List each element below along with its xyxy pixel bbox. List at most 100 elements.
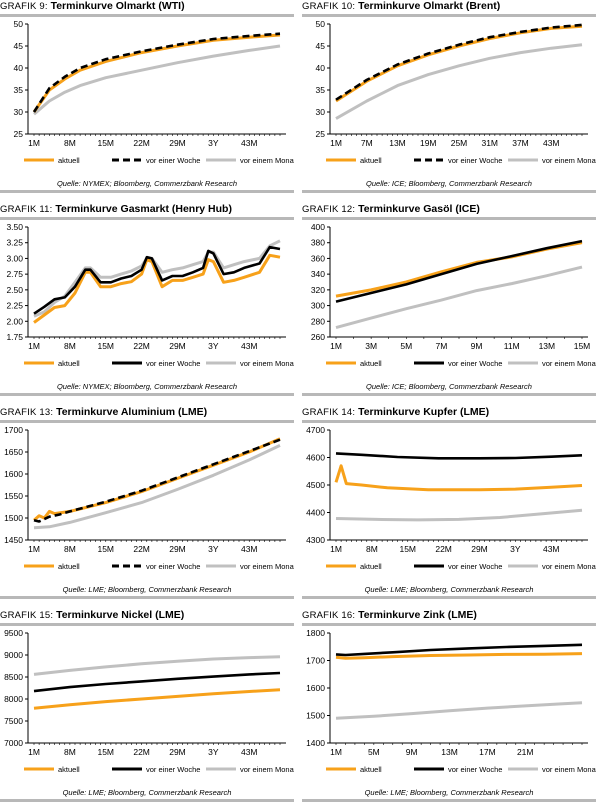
y-tick-label: 3.25: [6, 238, 23, 248]
y-tick-label: 45: [316, 41, 326, 51]
y-tick-label: 340: [311, 269, 325, 279]
chart-panel: GRAFIK 13: Terminkurve Aluminium (LME) 14…: [0, 406, 298, 608]
legend-label: aktuell: [58, 765, 80, 774]
chart-svg: 260 280 300 320 340 360 380 400 1M 3M 5M 7M 9M 11M 13M…: [311, 222, 596, 368]
x-tick-label: 1M: [28, 138, 40, 148]
y-tick-label: 9000: [4, 650, 23, 660]
chart-number: GRAFIK 11:: [0, 204, 56, 215]
x-tick-label: 43M: [241, 544, 258, 554]
chart-title: GRAFIK 13: Terminkurve Aluminium (LME): [0, 406, 207, 418]
x-tick-label: 43M: [543, 544, 560, 554]
y-tick-label: 1500: [306, 711, 325, 721]
title-rule: [302, 623, 596, 626]
y-tick-label: 7000: [4, 738, 23, 748]
chart-panel: GRAFIK 9: Terminkurve Olmarkt (WTI) 25 30 3…: [0, 0, 298, 202]
series-line-woche: [335, 643, 583, 657]
x-tick-label: 3Y: [208, 138, 219, 148]
chart-title: GRAFIK 10: Terminkurve Olmarkt (Brent): [302, 0, 500, 12]
chart-title-text: Terminkurve Gasöl (ICE): [358, 203, 480, 215]
legend-label: vor einer Woche: [146, 156, 200, 165]
x-tick-label: 15M: [97, 341, 114, 351]
title-rule: [302, 217, 596, 220]
y-tick-label: 1500: [4, 513, 23, 523]
legend-label: aktuell: [58, 359, 80, 368]
chart-number: GRAFIK 15:: [0, 610, 57, 621]
x-tick-label: 21M: [517, 747, 534, 757]
legend-label: vor einem Monat: [240, 156, 294, 165]
chart-title-text: Terminkurve Nickel (LME): [56, 609, 185, 621]
x-tick-label: 9M: [471, 341, 483, 351]
x-tick-label: 5M: [368, 747, 380, 757]
chart-title-text: Terminkurve Aluminium (LME): [56, 406, 208, 418]
x-tick-label: 19M: [420, 138, 437, 148]
series-line-monat: [335, 508, 583, 522]
y-tick-label: 1700: [306, 656, 325, 666]
x-tick-label: 1M: [28, 544, 40, 554]
x-tick-label: 3Y: [208, 747, 219, 757]
legend-label: aktuell: [360, 359, 382, 368]
series-line-monat: [335, 701, 583, 720]
source-note: Quelle: ICE; Bloomberg, Commerzbank Rese…: [366, 179, 532, 188]
y-tick-label: 50: [316, 19, 326, 29]
series-line-woche: [32, 32, 281, 113]
y-tick-label: 35: [316, 85, 326, 95]
legend-label: vor einem Monat: [240, 765, 294, 774]
y-tick-label: 1600: [306, 683, 325, 693]
x-tick-label: 1M: [28, 747, 40, 757]
series-line-aktuell: [335, 24, 583, 103]
legend-label: vor einem Monat: [542, 156, 596, 165]
chart-number: GRAFIK 14:: [302, 407, 359, 418]
y-tick-label: 2.00: [6, 316, 23, 326]
x-tick-label: 1M: [330, 544, 342, 554]
series-line-aktuell: [334, 464, 583, 492]
legend-label: vor einem Monat: [240, 562, 294, 571]
legend-label: vor einer Woche: [448, 156, 502, 165]
y-tick-label: 4300: [306, 535, 325, 545]
chart-svg: 1400 1500 1600 1700 1800 1M 5M 9M 13M 17M 21M aktue…: [306, 628, 596, 774]
series-line-woche: [33, 245, 281, 315]
x-tick-label: 11M: [504, 341, 520, 351]
chart-panel: GRAFIK 15: Terminkurve Nickel (LME) 7000 7…: [0, 609, 298, 811]
series-line-woche: [335, 239, 583, 303]
y-tick-label: 2.50: [6, 285, 23, 295]
bottom-rule: [302, 799, 596, 802]
chart-panel: GRAFIK 11: Terminkurve Gasmarkt (Henry H…: [0, 203, 298, 405]
legend-label: vor einer Woche: [146, 359, 200, 368]
y-tick-label: 1450: [4, 535, 23, 545]
y-tick-label: 1650: [4, 447, 23, 457]
series-line-woche: [335, 23, 583, 101]
y-tick-label: 9500: [4, 628, 23, 638]
chart-number: GRAFIK 13:: [0, 407, 57, 418]
y-tick-label: 3.50: [6, 222, 23, 232]
y-tick-label: 25: [316, 129, 326, 139]
y-tick-label: 1800: [306, 628, 325, 638]
x-tick-label: 15M: [97, 138, 114, 148]
legend-label: vor einer Woche: [448, 359, 502, 368]
y-tick-label: 7500: [4, 716, 23, 726]
x-tick-label: 25M: [451, 138, 468, 148]
x-tick-label: 13M: [539, 341, 556, 351]
series-line-monat: [335, 265, 583, 330]
x-tick-label: 43M: [241, 138, 258, 148]
title-rule: [302, 420, 596, 423]
x-tick-label: 15M: [574, 341, 591, 351]
legend-label: vor einem Monat: [542, 765, 596, 774]
x-tick-label: 29M: [471, 544, 488, 554]
y-tick-label: 8000: [4, 694, 23, 704]
chart-svg: 7000 7500 8000 8500 9000 9500 1M 8M 15M 22M 29M 3Y 4…: [4, 628, 294, 774]
legend-label: vor einer Woche: [146, 765, 200, 774]
x-tick-label: 43M: [241, 747, 258, 757]
title-rule: [0, 623, 294, 626]
x-tick-label: 3Y: [208, 544, 219, 554]
y-tick-label: 4500: [306, 480, 325, 490]
y-tick-label: 30: [316, 107, 326, 117]
x-tick-label: 7M: [361, 138, 373, 148]
source-note: Quelle: LME; Bloomberg, Commerzbank Rese…: [364, 788, 534, 797]
chart-number: GRAFIK 12:: [302, 204, 359, 215]
legend-label: aktuell: [58, 156, 80, 165]
legend-label: aktuell: [360, 562, 382, 571]
x-tick-label: 29M: [169, 138, 186, 148]
x-tick-label: 1M: [330, 341, 342, 351]
legend-label: vor einer Woche: [448, 562, 502, 571]
source-note: Quelle: LME; Bloomberg, Commerzbank Rese…: [62, 585, 232, 594]
